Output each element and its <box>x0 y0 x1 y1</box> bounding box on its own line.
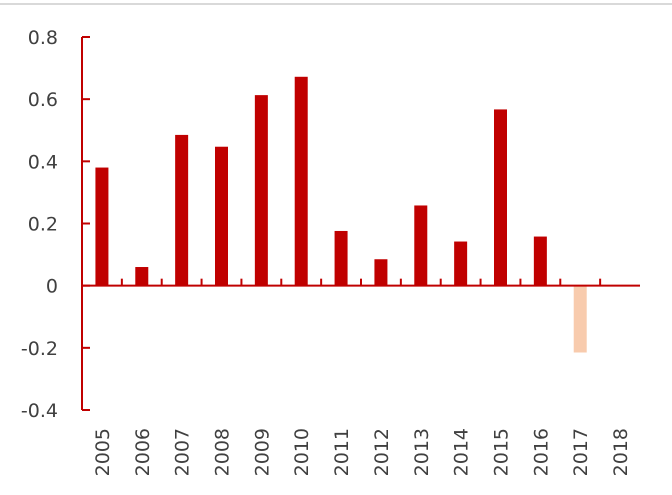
y-tick-label: 0.6 <box>28 89 58 111</box>
x-tick-label: 2005 <box>92 428 114 476</box>
bar-2014 <box>454 241 468 286</box>
y-tick-label: 0.8 <box>28 27 58 49</box>
x-tick-label: 2014 <box>451 428 473 476</box>
bar-2006 <box>135 267 149 286</box>
x-tick-label: 2017 <box>570 428 592 476</box>
x-tick-label: 2006 <box>132 428 154 476</box>
x-tick-label: 2013 <box>411 428 433 476</box>
y-tick-label: 0.2 <box>28 214 58 236</box>
x-tick-label: 2010 <box>291 428 313 476</box>
x-tick-label: 2012 <box>371 428 393 476</box>
axes-group <box>81 36 640 411</box>
x-tick-label: 2011 <box>331 428 353 476</box>
x-tick-label: 2015 <box>491 428 513 476</box>
bar-2015 <box>494 109 507 286</box>
y-tick-label: -0.4 <box>21 400 58 422</box>
top-border-line <box>0 3 672 5</box>
x-tick-label: 2008 <box>212 428 234 476</box>
y-axis-labels: 0.8 0.6 0.4 0.2 0 -0.2 -0.4 <box>21 27 58 422</box>
x-axis-labels: 2005 2006 2007 2008 2009 2010 2011 2012 2013 2014… <box>92 428 632 476</box>
bar-2007 <box>175 134 189 286</box>
bar-2009 <box>254 95 268 286</box>
y-tick-label: 0.4 <box>28 151 58 173</box>
bars-group <box>95 76 587 353</box>
x-tick-label: 2018 <box>610 428 632 476</box>
bar-2010 <box>294 76 308 286</box>
bar-2005 <box>95 167 109 286</box>
bar-2008 <box>215 146 228 286</box>
x-tick-label: 2016 <box>530 428 552 476</box>
y-tick-label: 0 <box>46 276 58 298</box>
bar-2013 <box>414 205 428 286</box>
x-tick-label: 2009 <box>251 428 273 476</box>
x-tick-label: 2007 <box>172 428 194 476</box>
bar-2011 <box>334 230 348 286</box>
bar-2012 <box>374 259 388 286</box>
y-tick-label: -0.2 <box>21 338 58 360</box>
bar-2017 <box>573 285 587 353</box>
bar-2016 <box>533 236 547 286</box>
